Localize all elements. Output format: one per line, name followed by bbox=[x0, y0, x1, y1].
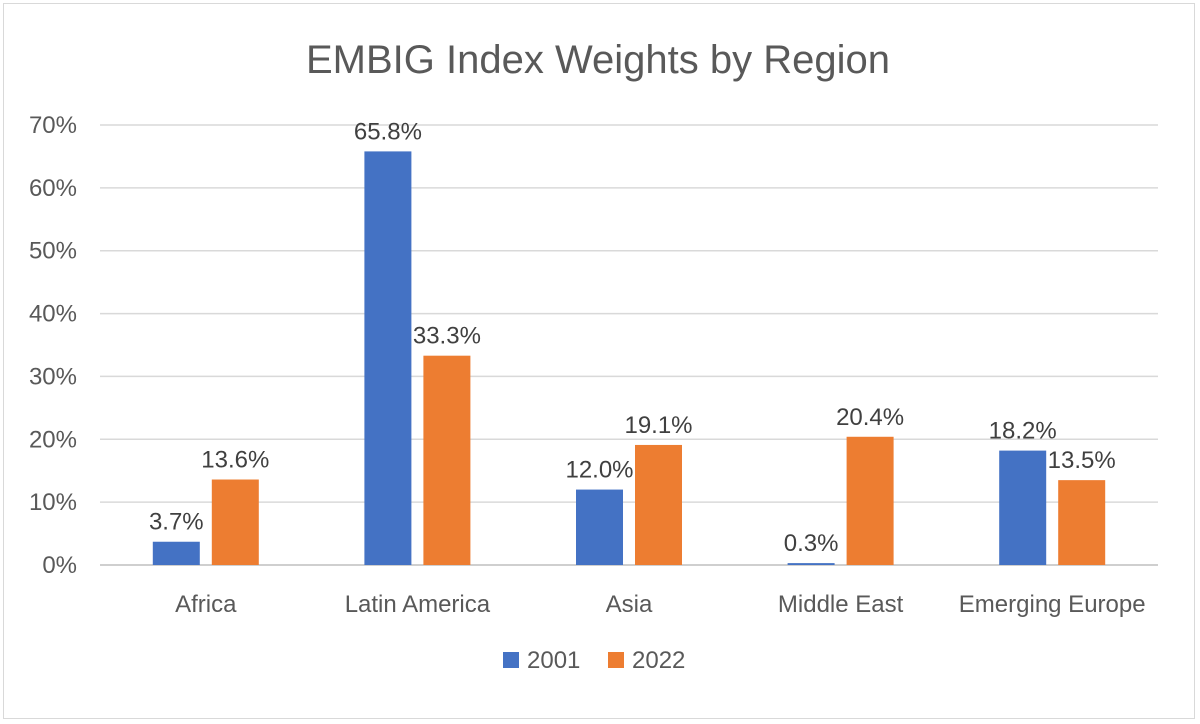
legend-swatch-2001 bbox=[503, 652, 519, 668]
data-label: 20.4% bbox=[836, 404, 904, 431]
data-label: 13.6% bbox=[201, 447, 269, 474]
data-label: 19.1% bbox=[624, 412, 692, 439]
bar-2001-latin-america[interactable] bbox=[364, 151, 412, 565]
bar-2022-asia[interactable] bbox=[635, 444, 682, 565]
data-label: 18.2% bbox=[989, 418, 1057, 445]
bar-2001-middle-east[interactable] bbox=[787, 563, 835, 565]
y-axis-ticks: 0% 10% 20% 30% 40% 50% 60% 70% bbox=[29, 112, 77, 579]
data-label: 65.8% bbox=[354, 118, 422, 145]
gridlines bbox=[100, 124, 1158, 566]
bar-2022-middle-east[interactable] bbox=[846, 436, 894, 565]
legend-label-2022: 2022 bbox=[632, 647, 685, 674]
legend-label-2001: 2001 bbox=[527, 647, 580, 674]
x-tick-label: Asia bbox=[606, 591, 653, 618]
y-tick-label: 30% bbox=[29, 363, 77, 390]
data-labels: 3.7% 13.6% 65.8% 33.3% 12.0% 19.1% 0.3% 20.4% 18… bbox=[149, 118, 1116, 557]
y-tick-label: 0% bbox=[42, 552, 77, 579]
bar-2001-asia[interactable] bbox=[576, 489, 623, 565]
x-tick-label: Middle East bbox=[778, 591, 904, 618]
bar-2022-latin-america[interactable] bbox=[423, 355, 471, 565]
y-tick-label: 70% bbox=[29, 112, 77, 139]
data-label: 12.0% bbox=[565, 457, 633, 484]
y-tick-label: 50% bbox=[29, 238, 77, 265]
bar-2022-africa[interactable] bbox=[211, 479, 259, 565]
data-label: 0.3% bbox=[784, 530, 839, 557]
data-label: 33.3% bbox=[413, 323, 481, 350]
x-tick-label: Africa bbox=[175, 591, 237, 618]
x-tick-label: Emerging Europe bbox=[959, 591, 1146, 618]
y-tick-label: 60% bbox=[29, 175, 77, 202]
bar-2001-africa[interactable] bbox=[152, 541, 200, 565]
bars bbox=[152, 151, 1106, 565]
y-tick-label: 20% bbox=[29, 426, 77, 453]
chart-frame bbox=[3, 3, 1195, 719]
data-label: 13.5% bbox=[1048, 447, 1116, 474]
legend[interactable]: 2001 2022 bbox=[503, 647, 685, 674]
chart-title: EMBIG Index Weights by Region bbox=[306, 38, 890, 82]
x-tick-label: Latin America bbox=[345, 591, 491, 618]
x-axis-categories: Africa Latin America Asia Middle East Emergi… bbox=[175, 591, 1145, 618]
y-tick-label: 40% bbox=[29, 301, 77, 328]
bar-2022-emerging-europe[interactable] bbox=[1058, 480, 1106, 565]
data-label: 3.7% bbox=[149, 509, 204, 536]
y-tick-label: 10% bbox=[29, 489, 77, 516]
legend-swatch-2022 bbox=[608, 652, 624, 668]
bar-2001-emerging-europe[interactable] bbox=[999, 450, 1047, 565]
